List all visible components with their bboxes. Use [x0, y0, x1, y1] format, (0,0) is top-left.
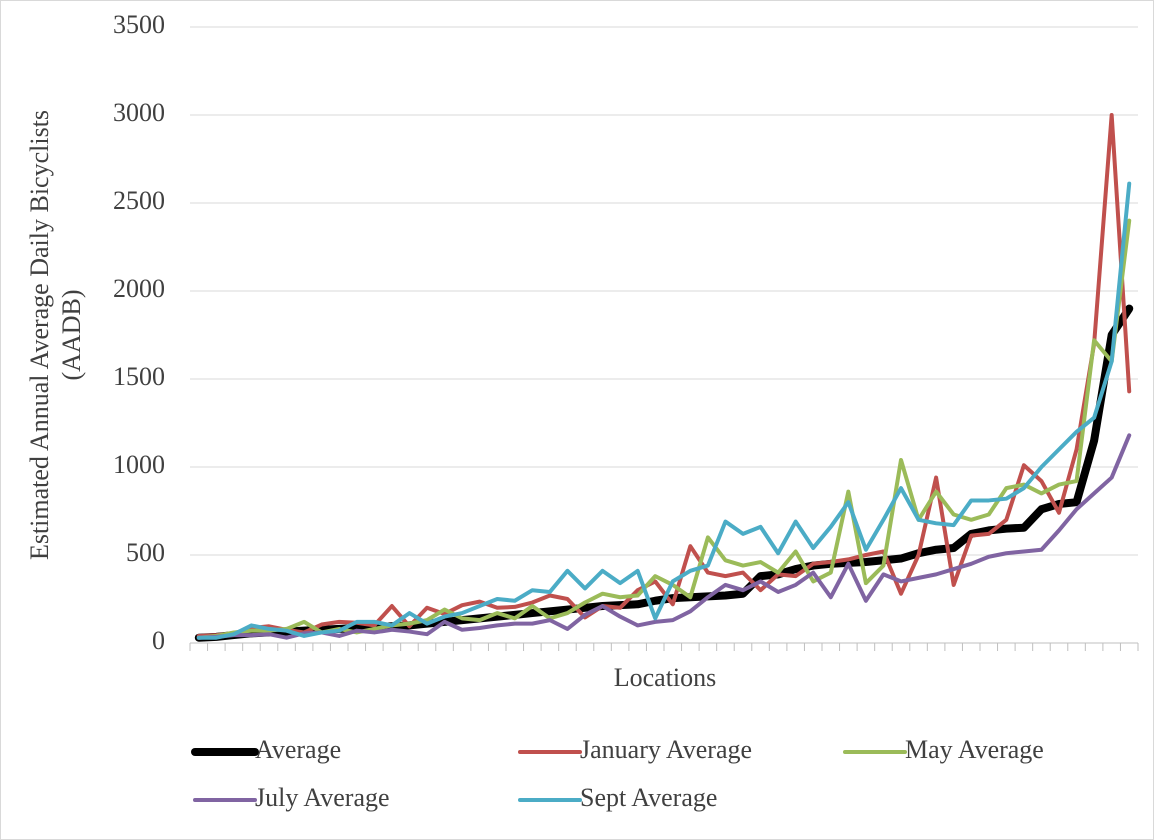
y-tick-label: 0 [152, 626, 165, 655]
legend-label: Sept Average [580, 783, 717, 812]
series-line [196, 433, 1132, 640]
legend-label: January Average [580, 735, 752, 764]
legend-label: Average [255, 735, 341, 764]
y-tick-label: 3500 [113, 10, 165, 39]
x-axis-title: Locations [614, 663, 717, 692]
y-tick-label: 500 [126, 538, 165, 567]
y-tick-label: 2000 [113, 274, 165, 303]
legend-label: May Average [905, 735, 1044, 764]
y-axis-title-line: (AADB) [57, 290, 86, 381]
y-tick-label: 3000 [113, 98, 165, 127]
y-tick-label: 1500 [113, 362, 165, 391]
y-tick-label: 1000 [113, 450, 165, 479]
y-axis-title: Estimated Annual Average Daily Bicyclist… [25, 110, 86, 560]
y-axis-title-line: Estimated Annual Average Daily Bicyclist… [25, 110, 54, 560]
y-tick-label: 2500 [113, 186, 165, 215]
legend-label: July Average [255, 783, 390, 812]
series-line [196, 181, 1132, 640]
